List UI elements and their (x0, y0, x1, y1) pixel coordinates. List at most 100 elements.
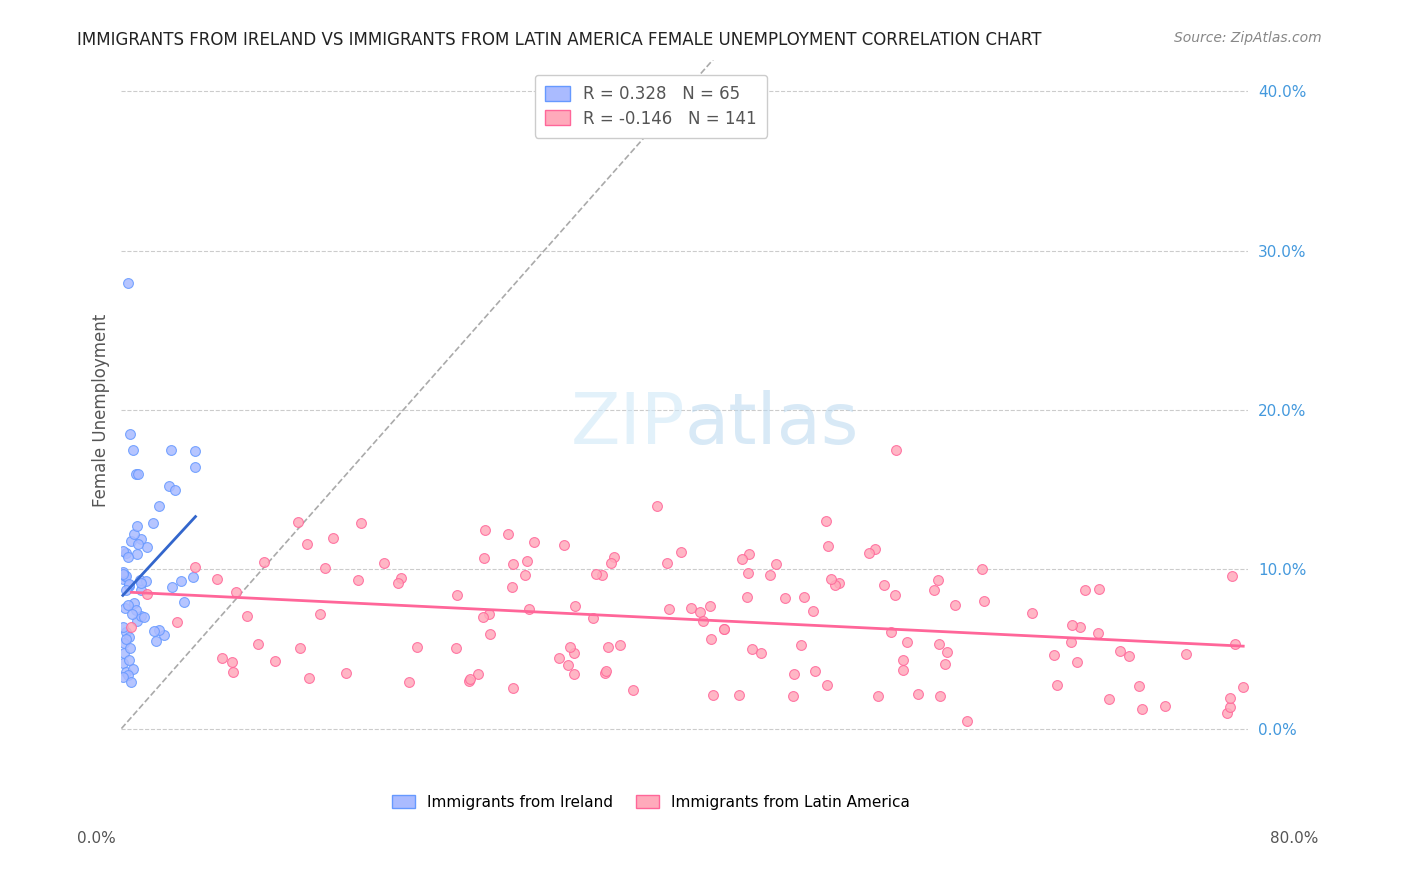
Immigrants from Latin America (893, 664, 915, 678)
Immigrants from Ireland (148, 624, 170, 638)
Immigrants from Latin America (782, 689, 804, 703)
Immigrants from Latin America (884, 588, 907, 602)
Immigrants from Ireland (136, 540, 159, 554)
Immigrants from Latin America (309, 607, 332, 621)
Legend: Immigrants from Ireland, Immigrants from Latin America: Immigrants from Ireland, Immigrants from… (387, 789, 917, 816)
Immigrants from Latin America (458, 672, 481, 686)
Immigrants from Latin America (1174, 648, 1197, 662)
Immigrants from Latin America (773, 591, 796, 605)
Immigrants from Latin America (1109, 644, 1132, 658)
Immigrants from Latin America (1060, 635, 1083, 649)
Immigrants from Ireland (111, 656, 134, 670)
Immigrants from Ireland (111, 565, 134, 579)
Immigrants from Ireland (125, 603, 148, 617)
Immigrants from Latin America (585, 567, 607, 582)
Immigrants from Latin America (1098, 691, 1121, 706)
Immigrants from Latin America (765, 557, 787, 571)
Immigrants from Latin America (927, 573, 949, 587)
Immigrants from Latin America (350, 516, 373, 530)
Immigrants from Latin America (1021, 607, 1043, 621)
Immigrants from Latin America (474, 523, 496, 537)
Immigrants from Latin America (398, 675, 420, 690)
Immigrants from Latin America (1225, 638, 1247, 652)
Immigrants from Ireland (153, 627, 176, 641)
Immigrants from Latin America (749, 646, 772, 660)
Y-axis label: Female Unemployment: Female Unemployment (93, 313, 110, 507)
Immigrants from Ireland (114, 582, 136, 597)
Immigrants from Ireland (170, 574, 193, 589)
Immigrants from Ireland (173, 595, 195, 609)
Immigrants from Ireland (129, 582, 152, 597)
Immigrants from Latin America (645, 499, 668, 513)
Immigrants from Latin America (600, 556, 623, 570)
Immigrants from Latin America (564, 599, 586, 613)
Immigrants from Latin America (731, 551, 754, 566)
Immigrants from Ireland (115, 569, 138, 583)
Immigrants from Ireland (127, 615, 149, 629)
Immigrants from Ireland (118, 652, 141, 666)
Immigrants from Latin America (515, 568, 537, 582)
Immigrants from Ireland (181, 570, 204, 584)
Immigrants from Ireland (118, 579, 141, 593)
Immigrants from Ireland (117, 599, 139, 613)
Immigrants from Ireland (122, 527, 145, 541)
Immigrants from Latin America (814, 515, 837, 529)
Immigrants from Latin America (700, 632, 723, 646)
Immigrants from Latin America (314, 561, 336, 575)
Immigrants from Ireland (118, 641, 141, 656)
Immigrants from Ireland (159, 442, 181, 457)
Immigrants from Latin America (689, 605, 711, 619)
Immigrants from Ireland (165, 483, 187, 498)
Immigrants from Ireland (117, 549, 139, 564)
Immigrants from Latin America (502, 681, 524, 695)
Immigrants from Latin America (891, 653, 914, 667)
Immigrants from Latin America (783, 666, 806, 681)
Immigrants from Latin America (479, 627, 502, 641)
Immigrants from Ireland (121, 442, 143, 457)
Immigrants from Latin America (446, 587, 468, 601)
Immigrants from Latin America (246, 637, 269, 651)
Immigrants from Latin America (692, 614, 714, 628)
Immigrants from Latin America (1069, 620, 1091, 634)
Immigrants from Latin America (298, 671, 321, 685)
Immigrants from Latin America (817, 539, 839, 553)
Immigrants from Ireland (112, 544, 135, 558)
Immigrants from Latin America (1118, 648, 1140, 663)
Text: atlas: atlas (685, 390, 859, 458)
Immigrants from Latin America (1074, 582, 1097, 597)
Immigrants from Ireland (134, 610, 156, 624)
Immigrants from Latin America (658, 601, 681, 615)
Immigrants from Latin America (1128, 679, 1150, 693)
Immigrants from Ireland (121, 607, 143, 621)
Immigrants from Latin America (389, 571, 412, 585)
Immigrants from Ireland (112, 646, 135, 660)
Immigrants from Ireland (117, 668, 139, 682)
Immigrants from Latin America (758, 568, 780, 582)
Immigrants from Latin America (346, 574, 368, 588)
Immigrants from Ireland (127, 467, 149, 481)
Immigrants from Latin America (868, 689, 890, 703)
Immigrants from Latin America (907, 686, 929, 700)
Immigrants from Ireland (127, 537, 149, 551)
Immigrants from Latin America (135, 587, 157, 601)
Immigrants from Latin America (478, 607, 501, 621)
Immigrants from Latin America (884, 442, 907, 457)
Immigrants from Ireland (129, 573, 152, 587)
Immigrants from Latin America (928, 637, 950, 651)
Immigrants from Latin America (502, 558, 524, 572)
Immigrants from Ireland (184, 460, 207, 475)
Immigrants from Ireland (129, 532, 152, 546)
Text: 0.0%: 0.0% (77, 831, 117, 846)
Immigrants from Ireland (115, 625, 138, 640)
Immigrants from Latin America (236, 608, 259, 623)
Immigrants from Latin America (221, 655, 243, 669)
Immigrants from Latin America (496, 527, 519, 541)
Immigrants from Latin America (603, 549, 626, 564)
Immigrants from Latin America (713, 622, 735, 636)
Immigrants from Ireland (115, 632, 138, 647)
Immigrants from Latin America (973, 593, 995, 607)
Immigrants from Latin America (472, 609, 495, 624)
Immigrants from Latin America (444, 641, 467, 656)
Immigrants from Ireland (125, 519, 148, 533)
Text: 80.0%: 80.0% (1271, 831, 1319, 846)
